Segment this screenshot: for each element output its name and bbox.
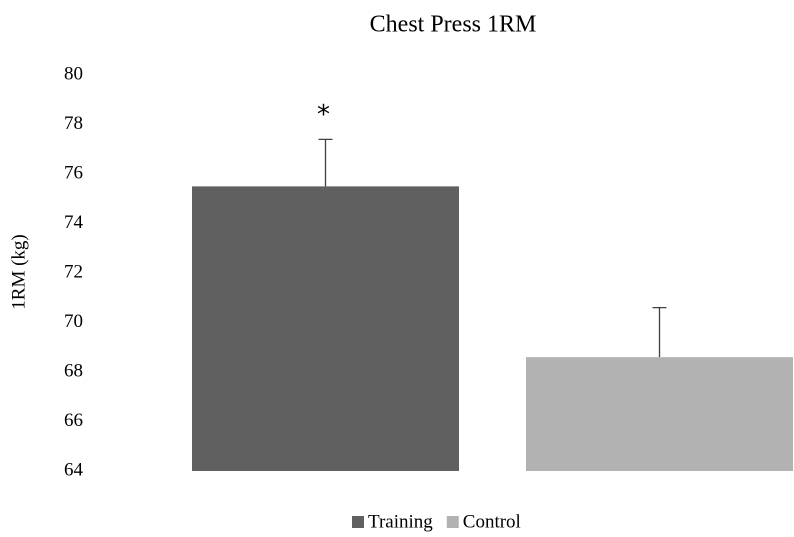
y-tick-label: 76 <box>64 162 83 183</box>
y-tick-label: 72 <box>64 261 83 282</box>
annotation: * <box>317 100 330 130</box>
chart-title: Chest Press 1RM <box>370 12 537 38</box>
bar <box>192 186 459 471</box>
y-tick-label: 66 <box>64 410 83 431</box>
y-tick-label: 80 <box>64 63 83 84</box>
y-tick-label: 78 <box>64 113 83 134</box>
legend-label: Training <box>368 511 433 532</box>
legend-label: Control <box>463 511 521 532</box>
error-bar <box>318 138 333 187</box>
error-bar <box>652 307 667 358</box>
y-tick-label: 70 <box>64 311 83 332</box>
y-axis-label: 1RM (kg) <box>8 234 29 309</box>
y-tick-label: 68 <box>64 360 83 381</box>
y-tick-label: 64 <box>64 459 84 480</box>
bar <box>526 357 793 471</box>
legend-swatch <box>352 516 364 528</box>
y-tick-label: 74 <box>64 212 84 233</box>
legend-swatch <box>446 516 459 528</box>
